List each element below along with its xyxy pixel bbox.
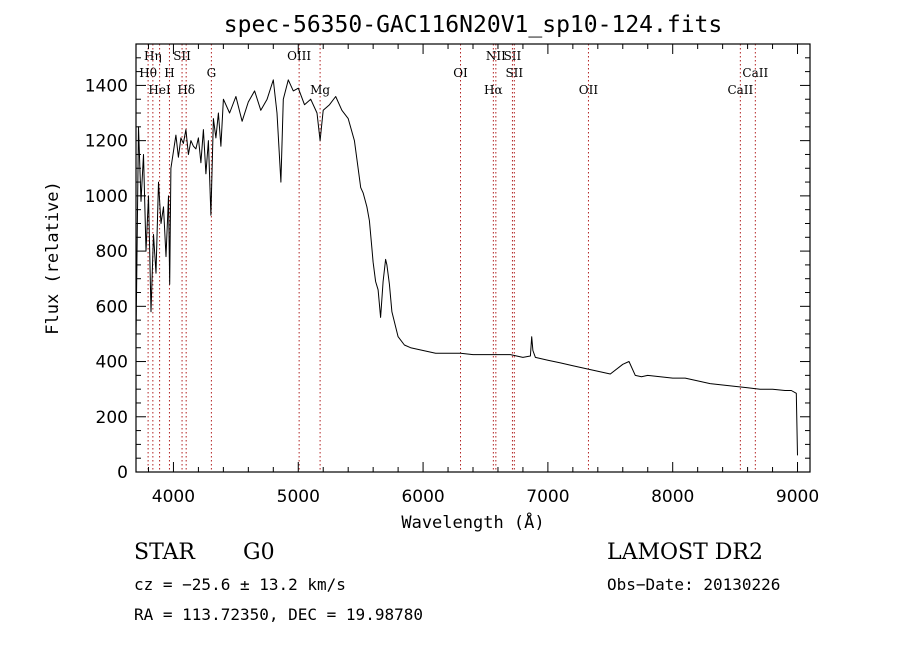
cz-text: cz = −25.6 ± 13.2 km/s xyxy=(134,575,346,594)
marker-label-6: G xyxy=(207,66,217,80)
marker-label-7: OIII xyxy=(287,49,311,63)
marker-label-0: Hη xyxy=(144,49,162,63)
x-axis-label: Wavelength (Å) xyxy=(401,511,544,533)
y-tick-label-1000: 1000 xyxy=(85,187,128,207)
marker-label-4: H xyxy=(164,66,174,80)
marker-label-3: SII xyxy=(173,49,191,63)
marker-label-13: SII xyxy=(505,66,523,80)
x-tick-label-6000: 6000 xyxy=(401,487,444,507)
marker-label-5: Hδ xyxy=(177,83,195,97)
class-label: STAR xyxy=(134,540,195,565)
marker-label-12: SII xyxy=(504,49,522,63)
marker-label-16: CaII xyxy=(742,66,768,80)
x-tick-label-8000: 8000 xyxy=(651,487,694,507)
x-tick-label-5000: 5000 xyxy=(277,487,320,507)
x-tick-label-9000: 9000 xyxy=(776,487,819,507)
y-tick-label-400: 400 xyxy=(96,353,128,373)
marker-label-14: OII xyxy=(579,83,599,97)
y-tick-label-800: 800 xyxy=(96,242,128,262)
marker-label-11: Hα xyxy=(484,83,503,97)
axis-ticks: 4000 5000 6000 7000 8000 9000 0 200 400 600 800 100… xyxy=(85,44,819,507)
y-axis-label: Flux (relative) xyxy=(43,181,63,335)
y-tick-label-1400: 1400 xyxy=(85,76,128,96)
spectrum-line-0 xyxy=(135,79,798,456)
series-layer xyxy=(135,79,798,456)
radec-text: RA = 113.72350, DEC = 19.98780 xyxy=(134,605,423,624)
marker-label-8: Mg xyxy=(310,83,330,97)
y-tick-label-0: 0 xyxy=(117,463,128,483)
marker-label-9: OI xyxy=(453,66,468,80)
axis-labels: spec-56350-GAC116N20V1_sp10-124.fits Wave… xyxy=(43,12,722,533)
marker-label-2: HeI xyxy=(148,83,171,97)
chart-title: spec-56350-GAC116N20V1_sp10-124.fits xyxy=(224,12,723,38)
marker-label-15: CaII xyxy=(727,83,753,97)
survey-label: LAMOST DR2 xyxy=(607,540,763,565)
plot-frame xyxy=(135,43,811,473)
marker-label-1: Hθ xyxy=(139,66,157,80)
obs-date-text: Obs−Date: 20130226 xyxy=(607,575,781,594)
y-tick-label-600: 600 xyxy=(96,297,128,317)
x-tick-label-7000: 7000 xyxy=(526,487,569,507)
marker-label-10: NII xyxy=(486,49,506,63)
y-tick-label-200: 200 xyxy=(96,408,128,428)
x-tick-label-4000: 4000 xyxy=(152,487,195,507)
subclass-label: G0 xyxy=(243,540,275,565)
y-tick-label-1200: 1200 xyxy=(85,132,128,152)
